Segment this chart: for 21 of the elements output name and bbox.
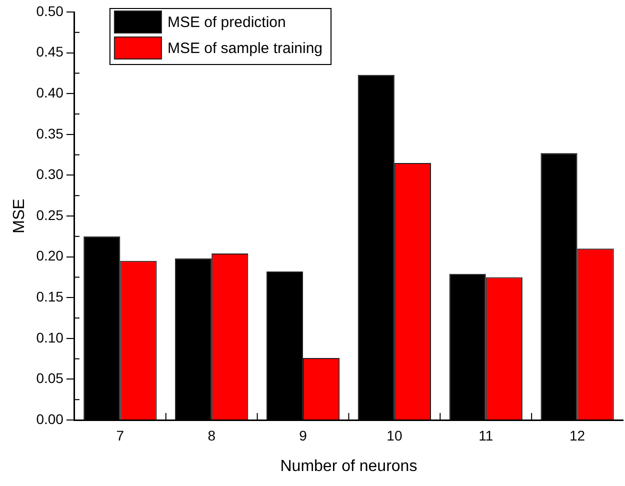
- y-tick-label: 0.40: [36, 84, 64, 100]
- y-tick-label: 0.50: [36, 2, 64, 19]
- y-tick-label: 0.30: [36, 166, 64, 182]
- x-tick-label: 11: [478, 427, 494, 444]
- y-tick-label: 0.05: [36, 370, 64, 386]
- y-tick-label: 0.00: [36, 410, 64, 427]
- y-tick-label: 0.25: [36, 206, 64, 223]
- legend-label: MSE of prediction: [167, 14, 286, 32]
- y-tick-label: 0.15: [36, 288, 64, 304]
- legend-label: MSE of sample training: [167, 40, 323, 58]
- y-tick-label: 0.20: [36, 248, 64, 264]
- x-tick-label: 7: [116, 427, 124, 444]
- x-tick-label: 10: [386, 427, 402, 444]
- y-tick-label: 0.45: [36, 44, 64, 60]
- x-tick-label: 12: [570, 427, 586, 444]
- y-tick-label: 0.10: [36, 329, 64, 346]
- y-axis-title: MSE: [11, 198, 28, 234]
- x-tick-label: 8: [208, 427, 216, 444]
- y-tick-label: 0.35: [36, 125, 64, 142]
- x-axis-title: Number of neurons: [280, 458, 418, 475]
- x-tick-label: 9: [299, 427, 308, 444]
